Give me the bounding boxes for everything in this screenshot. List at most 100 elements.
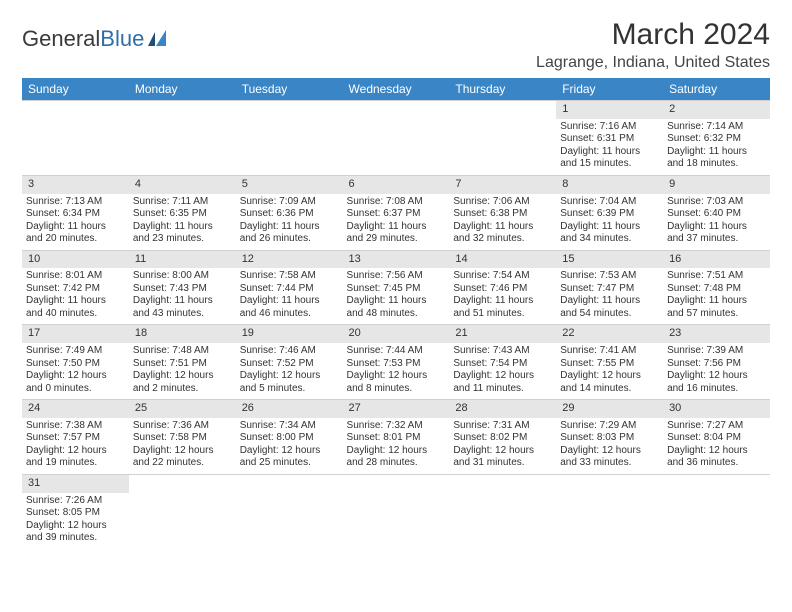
daylight-text-1: Daylight: 11 hours	[133, 221, 232, 234]
day-content-cell: Sunrise: 7:03 AMSunset: 6:40 PMDaylight:…	[663, 194, 770, 251]
sunrise-text: Sunrise: 7:29 AM	[560, 420, 659, 433]
daylight-text-2: and 8 minutes.	[347, 383, 446, 396]
daylight-text-1: Daylight: 12 hours	[26, 520, 125, 533]
weekday-header: Sunday	[22, 78, 129, 101]
day-number-cell: 16	[663, 250, 770, 268]
daylight-text-1: Daylight: 11 hours	[240, 221, 339, 234]
daylight-text-2: and 43 minutes.	[133, 308, 232, 321]
day-content-cell	[343, 119, 450, 176]
sunset-text: Sunset: 7:42 PM	[26, 283, 125, 296]
day-number-cell: 25	[129, 400, 236, 418]
day-number-cell	[449, 101, 556, 119]
sunset-text: Sunset: 6:39 PM	[560, 208, 659, 221]
sunset-text: Sunset: 7:55 PM	[560, 358, 659, 371]
day-number-cell: 11	[129, 250, 236, 268]
day-content-cell: Sunrise: 7:39 AMSunset: 7:56 PMDaylight:…	[663, 343, 770, 400]
daylight-text-1: Daylight: 12 hours	[667, 370, 766, 383]
day-number-row: 31	[22, 474, 770, 492]
day-number-cell: 22	[556, 325, 663, 343]
sunset-text: Sunset: 6:38 PM	[453, 208, 552, 221]
daylight-text-1: Daylight: 11 hours	[667, 295, 766, 308]
daylight-text-2: and 48 minutes.	[347, 308, 446, 321]
sunrise-text: Sunrise: 7:48 AM	[133, 345, 232, 358]
sunset-text: Sunset: 7:43 PM	[133, 283, 232, 296]
day-number-cell	[556, 474, 663, 492]
day-number-cell: 13	[343, 250, 450, 268]
daylight-text-2: and 25 minutes.	[240, 457, 339, 470]
day-content-cell	[22, 119, 129, 176]
day-content-cell: Sunrise: 7:06 AMSunset: 6:38 PMDaylight:…	[449, 194, 556, 251]
sunrise-text: Sunrise: 7:14 AM	[667, 121, 766, 134]
daylight-text-1: Daylight: 12 hours	[133, 370, 232, 383]
daylight-text-2: and 29 minutes.	[347, 233, 446, 246]
sunrise-text: Sunrise: 7:36 AM	[133, 420, 232, 433]
daylight-text-1: Daylight: 12 hours	[560, 445, 659, 458]
day-number-cell	[449, 474, 556, 492]
sunset-text: Sunset: 6:34 PM	[26, 208, 125, 221]
sunrise-text: Sunrise: 7:41 AM	[560, 345, 659, 358]
day-content-cell: Sunrise: 7:53 AMSunset: 7:47 PMDaylight:…	[556, 268, 663, 325]
logo-text-1: General	[22, 26, 100, 52]
day-content-row: Sunrise: 7:13 AMSunset: 6:34 PMDaylight:…	[22, 194, 770, 251]
day-number-cell	[129, 474, 236, 492]
day-number-cell: 4	[129, 175, 236, 193]
sunset-text: Sunset: 7:58 PM	[133, 432, 232, 445]
day-content-cell: Sunrise: 7:13 AMSunset: 6:34 PMDaylight:…	[22, 194, 129, 251]
sunset-text: Sunset: 7:56 PM	[667, 358, 766, 371]
daylight-text-1: Daylight: 11 hours	[347, 221, 446, 234]
header: GeneralBlue March 2024 Lagrange, Indiana…	[22, 18, 770, 72]
daylight-text-2: and 20 minutes.	[26, 233, 125, 246]
sunset-text: Sunset: 7:51 PM	[133, 358, 232, 371]
sunrise-text: Sunrise: 7:44 AM	[347, 345, 446, 358]
daylight-text-2: and 36 minutes.	[667, 457, 766, 470]
day-number-row: 24252627282930	[22, 400, 770, 418]
daylight-text-2: and 16 minutes.	[667, 383, 766, 396]
weekday-header: Thursday	[449, 78, 556, 101]
day-content-row: Sunrise: 7:38 AMSunset: 7:57 PMDaylight:…	[22, 418, 770, 475]
sunset-text: Sunset: 7:50 PM	[26, 358, 125, 371]
day-number-cell: 19	[236, 325, 343, 343]
day-content-cell: Sunrise: 7:27 AMSunset: 8:04 PMDaylight:…	[663, 418, 770, 475]
day-content-cell: Sunrise: 8:01 AMSunset: 7:42 PMDaylight:…	[22, 268, 129, 325]
day-number-cell: 30	[663, 400, 770, 418]
day-number-row: 10111213141516	[22, 250, 770, 268]
day-content-cell: Sunrise: 7:51 AMSunset: 7:48 PMDaylight:…	[663, 268, 770, 325]
day-number-cell	[129, 101, 236, 119]
day-number-cell: 7	[449, 175, 556, 193]
day-content-cell	[236, 493, 343, 549]
day-content-cell: Sunrise: 7:49 AMSunset: 7:50 PMDaylight:…	[22, 343, 129, 400]
sunrise-text: Sunrise: 7:56 AM	[347, 270, 446, 283]
sunset-text: Sunset: 7:46 PM	[453, 283, 552, 296]
daylight-text-2: and 5 minutes.	[240, 383, 339, 396]
day-content-cell: Sunrise: 7:36 AMSunset: 7:58 PMDaylight:…	[129, 418, 236, 475]
calendar-table: Sunday Monday Tuesday Wednesday Thursday…	[22, 78, 770, 549]
day-number-row: 17181920212223	[22, 325, 770, 343]
sunrise-text: Sunrise: 7:54 AM	[453, 270, 552, 283]
sunrise-text: Sunrise: 7:32 AM	[347, 420, 446, 433]
sunset-text: Sunset: 8:01 PM	[347, 432, 446, 445]
weekday-header: Friday	[556, 78, 663, 101]
day-content-cell: Sunrise: 7:29 AMSunset: 8:03 PMDaylight:…	[556, 418, 663, 475]
day-number-cell: 27	[343, 400, 450, 418]
logo-text-2: Blue	[100, 26, 144, 52]
sunset-text: Sunset: 8:00 PM	[240, 432, 339, 445]
day-content-row: Sunrise: 7:16 AMSunset: 6:31 PMDaylight:…	[22, 119, 770, 176]
day-number-cell: 5	[236, 175, 343, 193]
daylight-text-1: Daylight: 12 hours	[133, 445, 232, 458]
day-number-cell: 29	[556, 400, 663, 418]
daylight-text-1: Daylight: 11 hours	[560, 146, 659, 159]
day-content-row: Sunrise: 8:01 AMSunset: 7:42 PMDaylight:…	[22, 268, 770, 325]
day-content-cell	[129, 119, 236, 176]
day-number-cell: 10	[22, 250, 129, 268]
daylight-text-1: Daylight: 12 hours	[240, 445, 339, 458]
sunrise-text: Sunrise: 7:31 AM	[453, 420, 552, 433]
weekday-header-row: Sunday Monday Tuesday Wednesday Thursday…	[22, 78, 770, 101]
day-content-cell: Sunrise: 8:00 AMSunset: 7:43 PMDaylight:…	[129, 268, 236, 325]
daylight-text-2: and 37 minutes.	[667, 233, 766, 246]
daylight-text-1: Daylight: 11 hours	[240, 295, 339, 308]
weekday-header: Wednesday	[343, 78, 450, 101]
sunset-text: Sunset: 6:40 PM	[667, 208, 766, 221]
sunrise-text: Sunrise: 7:27 AM	[667, 420, 766, 433]
day-number-cell: 2	[663, 101, 770, 119]
sunset-text: Sunset: 8:05 PM	[26, 507, 125, 520]
